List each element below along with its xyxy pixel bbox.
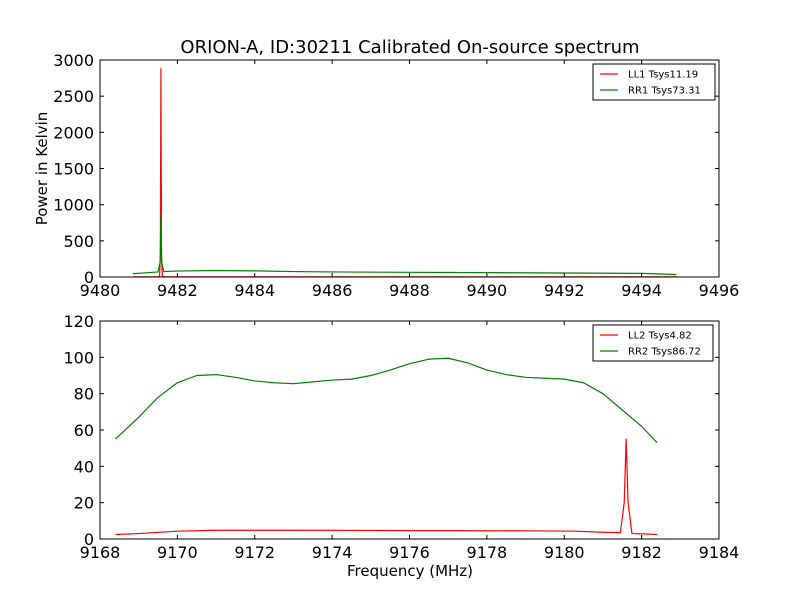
legend-entry-label: LL1 Tsys11.19 [628, 70, 698, 81]
x-tick-label: 9170 [157, 543, 198, 562]
y-tick-label: 2000 [53, 123, 94, 142]
x-tick-label: 9178 [467, 543, 508, 562]
y-tick-label: 20 [74, 494, 94, 513]
top-spectrum-plot: 9480 9482 9484 9486 9488 9490 9492 9494 9496 0 500… [33, 51, 739, 300]
x-tick-label: 9168 [80, 543, 121, 562]
x-tick-label: 9496 [699, 281, 740, 300]
x-tick-label: 9180 [544, 543, 585, 562]
y-tick-label: 2500 [53, 87, 94, 106]
x-tick-label: 9490 [467, 281, 508, 300]
y-tick-label: 0 [84, 530, 94, 549]
series-line-2 [115, 357, 658, 444]
bottom-spectrum-plot: 9168 9170 9172 9174 9176 9178 9180 9182 9184 0 20 4… [63, 312, 739, 562]
x-tick-label: 9176 [389, 543, 430, 562]
x-tick-label: 9488 [389, 281, 430, 300]
x-tick-label: 9480 [80, 281, 121, 300]
y-axis-label: Power in Kelvin [33, 112, 51, 226]
y-tick-label: 40 [74, 457, 94, 476]
x-tick-label: 9174 [312, 543, 353, 562]
y-tick-label: 500 [63, 232, 94, 251]
x-tick-label: 9182 [621, 543, 662, 562]
y-tick-label: 1500 [53, 160, 94, 179]
series-line-1 [115, 438, 658, 536]
series-group [115, 357, 658, 536]
y-tick-label: 80 [74, 385, 94, 404]
x-tick-label: 9494 [621, 281, 662, 300]
legend-entry-label: RR2 Tsys86.72 [628, 347, 701, 358]
legend-entry-label: RR1 Tsys73.31 [628, 86, 701, 97]
x-axis-label: Frequency (MHz) [347, 562, 473, 580]
y-tick-label: 0 [84, 268, 94, 287]
x-tick-label: 9486 [312, 281, 353, 300]
legend-entry-label: LL2 Tsys4.82 [628, 331, 692, 342]
x-tick-label: 9184 [699, 543, 740, 562]
y-tick-label: 100 [63, 348, 94, 367]
x-tick-label: 9172 [234, 543, 275, 562]
legend-box [592, 324, 714, 362]
y-tick-label: 120 [63, 312, 94, 331]
figure-title: ORION-A, ID:30211 Calibrated On-source s… [180, 37, 639, 58]
legend-box [592, 63, 716, 101]
x-tick-label: 9484 [234, 281, 275, 300]
y-tick-label: 1000 [53, 196, 94, 215]
y-tick-label: 3000 [53, 51, 94, 70]
x-tick-label: 9492 [544, 281, 585, 300]
x-tick-label: 9482 [157, 281, 198, 300]
y-tick-label: 60 [74, 421, 94, 440]
series-line-2 [132, 215, 677, 276]
